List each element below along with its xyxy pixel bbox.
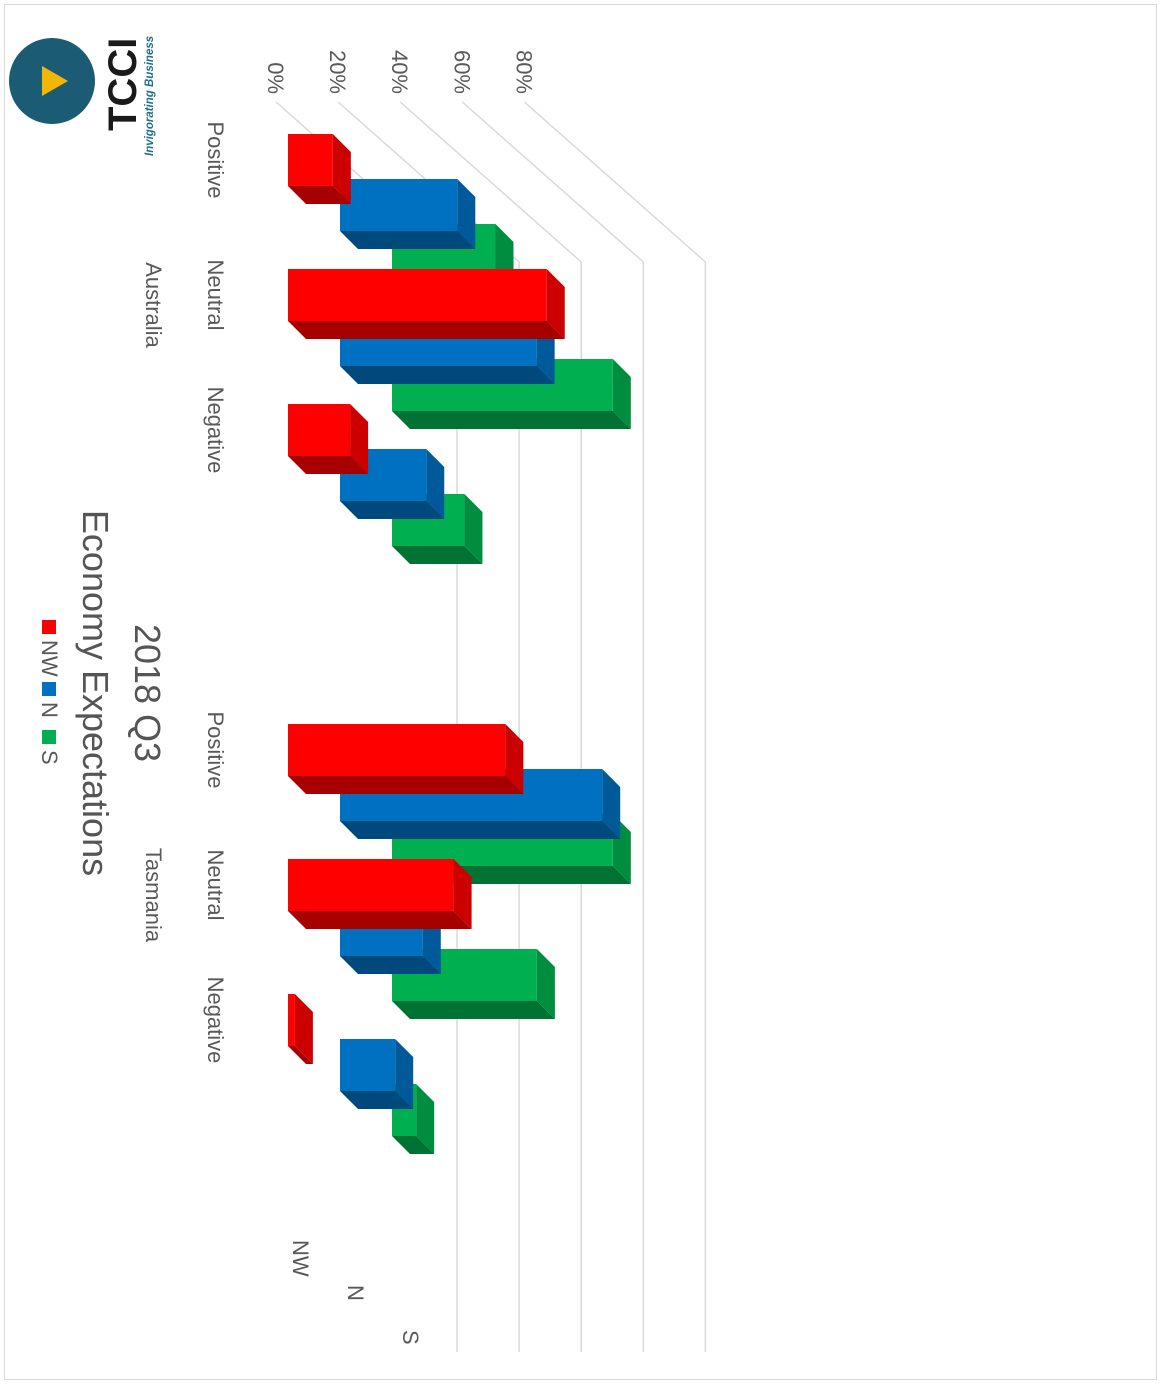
y-tick-label: 80% [511,50,536,94]
category-label: Neutral [203,260,228,331]
bar-top-n [602,769,621,839]
bar-top-nw [546,269,565,339]
group-label: Tasmania [141,848,166,943]
y-tick-label: 60% [449,50,474,94]
bar-side-n [340,366,555,384]
bar-top-s [536,949,555,1019]
category-label: Neutral [203,850,228,921]
bar-nw [287,724,506,776]
bar-side-nw [288,321,565,339]
logo-text: TCCI [101,38,145,131]
bar-side-n [340,821,621,839]
category-label: Negative [203,387,228,474]
gridline-floor [461,101,644,263]
category-label: Positive [203,711,228,788]
bar-side-n [340,956,441,974]
labels: 0% 20% 40% 60% 80% Positive Neutral Negative Aus… [141,50,536,1345]
bar-side-s [392,546,483,564]
bar-top-nw [453,859,472,929]
bar-top-nw [505,724,524,794]
bar-nw [288,994,295,1046]
bar-side-nw [288,1046,313,1064]
bar-side-s [392,411,631,429]
gridline-floor [523,101,706,263]
group-label: Australia [141,262,166,348]
legend: NW N S [37,620,62,765]
bar-top-nw [350,404,369,474]
bar-n [340,1039,396,1091]
y-tick-label: 20% [325,50,350,94]
bars [287,134,631,1154]
bar-side-n [340,231,476,249]
bar-top-nw [332,134,351,204]
legend-swatch-nw [42,620,56,634]
y-tick-label: 40% [387,50,412,94]
gridline-floor [399,101,582,263]
bar-nw [287,404,351,456]
bar-nw [287,134,333,186]
bar-side-s [392,1001,555,1019]
bar-top-s [612,359,631,429]
category-label: Negative [203,977,228,1064]
bar-top-s [416,1084,435,1154]
y-tick-label: 0% [263,62,288,94]
chart-subtitle: 2018 Q3 [127,624,168,762]
bar-side-nw [288,776,524,794]
bar-top-n [426,449,445,519]
bar-side-s [392,1136,435,1154]
legend-label-n: N [37,702,62,718]
bar-nw [288,269,547,321]
category-label: Positive [203,121,228,198]
chart-title: Economy Expectations [75,510,116,876]
bar-side-n [340,1091,414,1109]
legend-label-s: S [37,750,62,765]
bar-side-nw [288,911,472,929]
chart-frame [4,4,1157,1380]
bar-top-nw [294,994,313,1064]
bar-nw [287,859,454,911]
logo-tagline: Invigorating Business [144,36,156,156]
depth-axis-label: NW [288,1240,313,1277]
legend-label-nw: NW [37,640,62,677]
bar-side-n [340,501,445,519]
bar-side-nw [288,186,351,204]
bar-top-n [395,1039,414,1109]
tcci-logo: TCCI Invigorating Business [9,36,156,156]
legend-swatch-s [42,730,56,744]
bar-top-s [464,494,483,564]
depth-axis-label: S [398,1330,423,1345]
depth-axis-label: N [343,1285,368,1301]
bar-n [339,179,458,231]
play-icon [42,66,68,96]
bar-top-n [457,179,476,249]
bar-side-nw [288,456,369,474]
legend-swatch-n [42,682,56,696]
